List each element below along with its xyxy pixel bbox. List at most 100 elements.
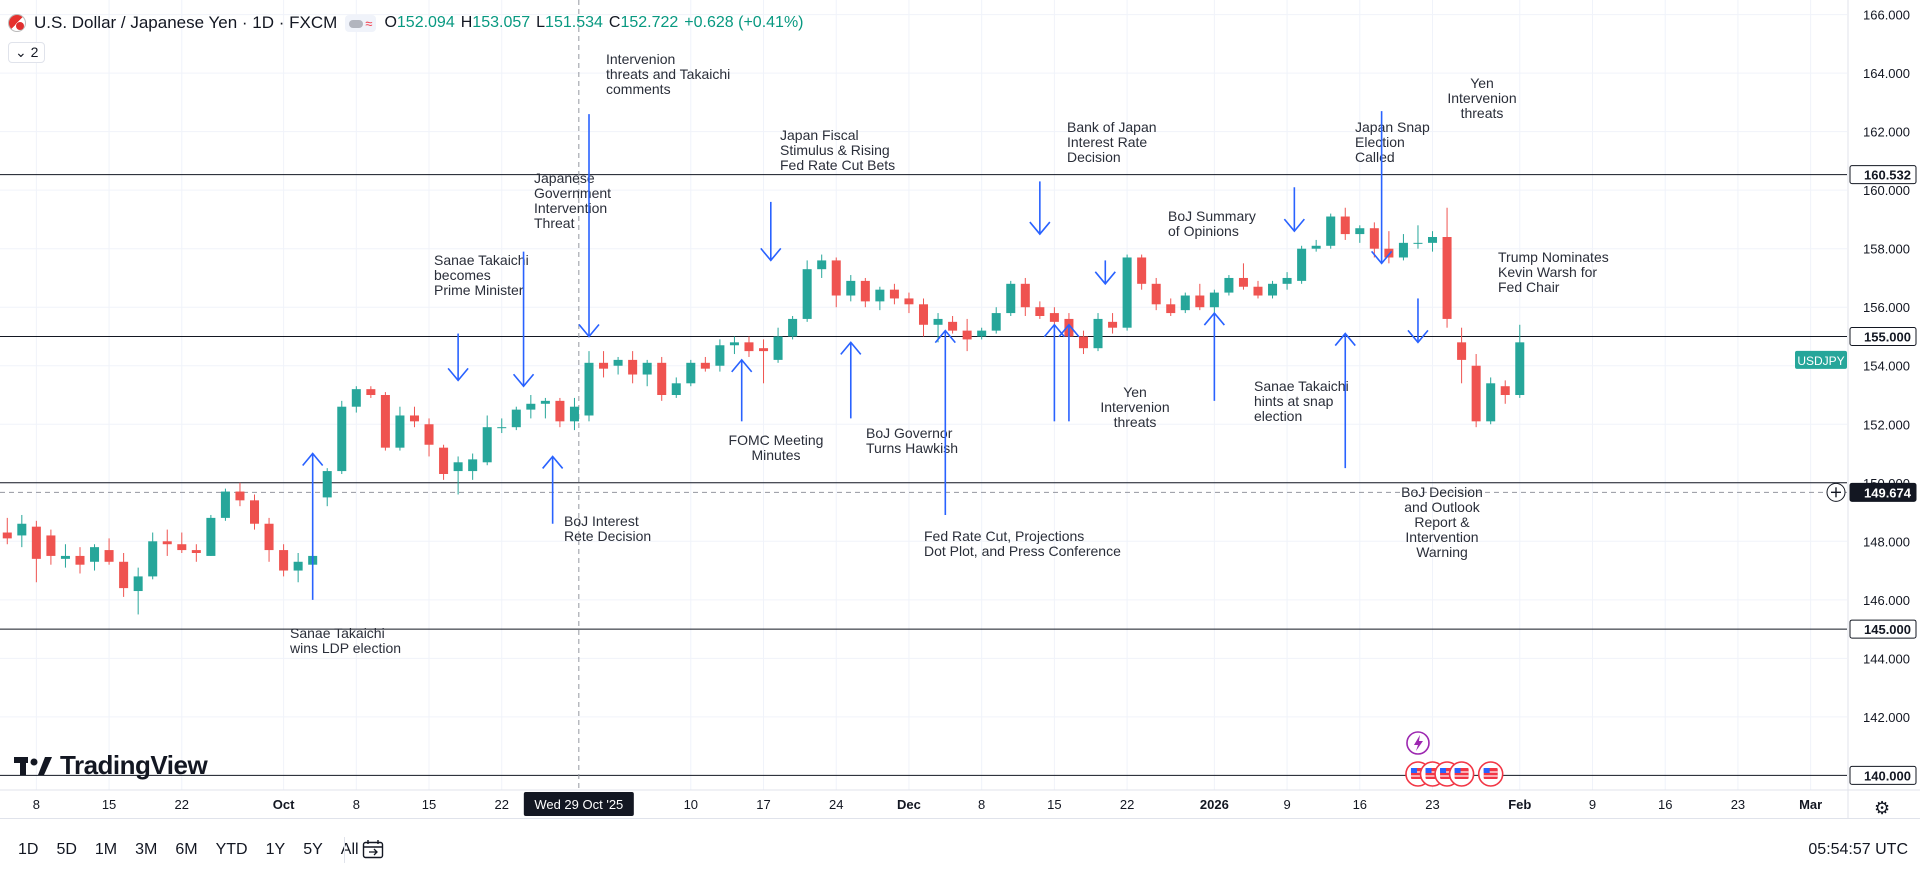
candle-down: [948, 316, 958, 334]
price-tick-label: 160.000: [1863, 183, 1910, 198]
candle-up: [220, 488, 230, 521]
candle-body: [1384, 248, 1394, 258]
candle-body: [1457, 342, 1467, 360]
arrow-head: [1094, 271, 1116, 286]
candle-up: [293, 553, 303, 583]
candle-up: [1180, 292, 1190, 314]
candle-down: [1020, 277, 1030, 316]
candle-body: [1442, 237, 1452, 319]
annotation-arrow: [1043, 323, 1066, 422]
candle-down: [75, 547, 85, 574]
range-3m[interactable]: 3M: [135, 841, 158, 858]
range-all[interactable]: All: [340, 841, 359, 858]
economic-event-flag-icon: [1448, 761, 1475, 787]
candle-body: [366, 389, 376, 395]
candle-down: [249, 494, 260, 530]
candle-body: [1515, 342, 1525, 395]
candle-body: [1137, 257, 1147, 284]
candle-down: [744, 336, 754, 357]
candle-up: [933, 313, 943, 343]
price-tick-label: 152.000: [1863, 417, 1910, 432]
range-ytd[interactable]: YTD: [215, 841, 248, 858]
candle-down: [831, 257, 841, 308]
chevron-down-icon: ⌄: [15, 44, 27, 60]
candle-up: [1093, 313, 1103, 352]
annotation-label: threats: [1461, 105, 1504, 121]
annotation-label: Sanae Takaichi: [290, 625, 385, 641]
annotation-label: Decision: [1067, 149, 1121, 165]
candle-up: [773, 327, 783, 363]
us-flag-icon: [8, 14, 26, 32]
flag-canton: [1410, 768, 1417, 773]
range-1m[interactable]: 1M: [94, 841, 118, 858]
candle-body: [1020, 283, 1030, 308]
annotation-label: Trump Nominates: [1498, 249, 1609, 265]
range-1y[interactable]: 1Y: [265, 841, 286, 858]
candle-down: [1253, 280, 1263, 299]
tradingview-logo[interactable]: TradingView: [14, 750, 208, 781]
range-5d[interactable]: 5D: [56, 841, 77, 858]
time-tick-label: 24: [829, 797, 843, 812]
settings-icon[interactable]: ⚙: [1874, 798, 1891, 818]
candle-down: [235, 482, 245, 507]
flag-canton: [1425, 768, 1432, 773]
visibility-toggle[interactable]: ≈: [345, 14, 377, 32]
annotation-label: Intervention: [534, 200, 607, 216]
candle-down: [918, 298, 929, 337]
annotation-label: BoJ Interest: [564, 513, 639, 529]
arrow-head: [1334, 332, 1356, 347]
open-label: O: [384, 14, 397, 31]
economic-event-flag-icon: [1477, 761, 1504, 787]
price-label-box: [1849, 165, 1917, 185]
candle-body: [1428, 237, 1438, 243]
eye-toggle-icon[interactable]: [349, 19, 364, 28]
price-tick-label: 142.000: [1863, 710, 1910, 725]
range-6m[interactable]: 6M: [175, 841, 198, 858]
candle-body: [1268, 283, 1278, 296]
candle-up: [395, 406, 405, 451]
candle-body: [206, 517, 216, 556]
annotation-label: Fed Chair: [1498, 279, 1560, 295]
annotation-label: comments: [606, 81, 671, 97]
arrow-head: [1043, 323, 1066, 338]
candle-body: [846, 280, 856, 296]
time-tick-label: 16: [1353, 797, 1367, 812]
candle-body: [1471, 365, 1481, 422]
candle-body: [279, 550, 289, 571]
candle-down: [177, 532, 187, 553]
symbol-title[interactable]: U.S. Dollar / Japanese Yen · 1D · FXCM: [34, 13, 338, 32]
candle-body: [977, 330, 987, 337]
candle-body: [337, 406, 347, 472]
utc-clock[interactable]: 05:54:57 UTC: [1808, 841, 1908, 858]
range-5y[interactable]: 5Y: [303, 841, 323, 858]
legend-collapse-button[interactable]: ⌄ 2: [8, 42, 46, 63]
range-1d[interactable]: 1D: [18, 841, 39, 858]
price-tick-label: 166.000: [1863, 8, 1910, 23]
price-label-box: [1849, 482, 1917, 502]
annotation-label: Fed Rate Cut Bets: [780, 157, 895, 173]
candle-up: [1297, 245, 1307, 284]
candle-body: [1297, 248, 1307, 281]
candle-body: [1500, 386, 1510, 395]
candle-body: [1108, 321, 1118, 328]
candle-down: [2, 517, 12, 545]
change-value: +0.628 (+0.41%): [684, 14, 804, 31]
annotation-label: Rete Decision: [564, 528, 651, 544]
candle-body: [860, 280, 870, 302]
candle-up: [511, 406, 521, 431]
candle-body: [1340, 216, 1350, 235]
candle-down: [1137, 254, 1147, 290]
time-tick-label: 10: [684, 797, 698, 812]
candle-body: [599, 362, 609, 369]
candle-body: [31, 526, 41, 559]
candle-body: [1180, 295, 1190, 311]
candle-body: [409, 415, 419, 422]
candle-body: [162, 541, 172, 545]
candle-up: [453, 456, 463, 495]
candle-body: [904, 298, 914, 305]
calendar-icon[interactable]: [362, 839, 384, 859]
candle-body: [744, 342, 754, 352]
price-tick-label: 146.000: [1863, 593, 1910, 608]
candle-body: [264, 523, 274, 551]
